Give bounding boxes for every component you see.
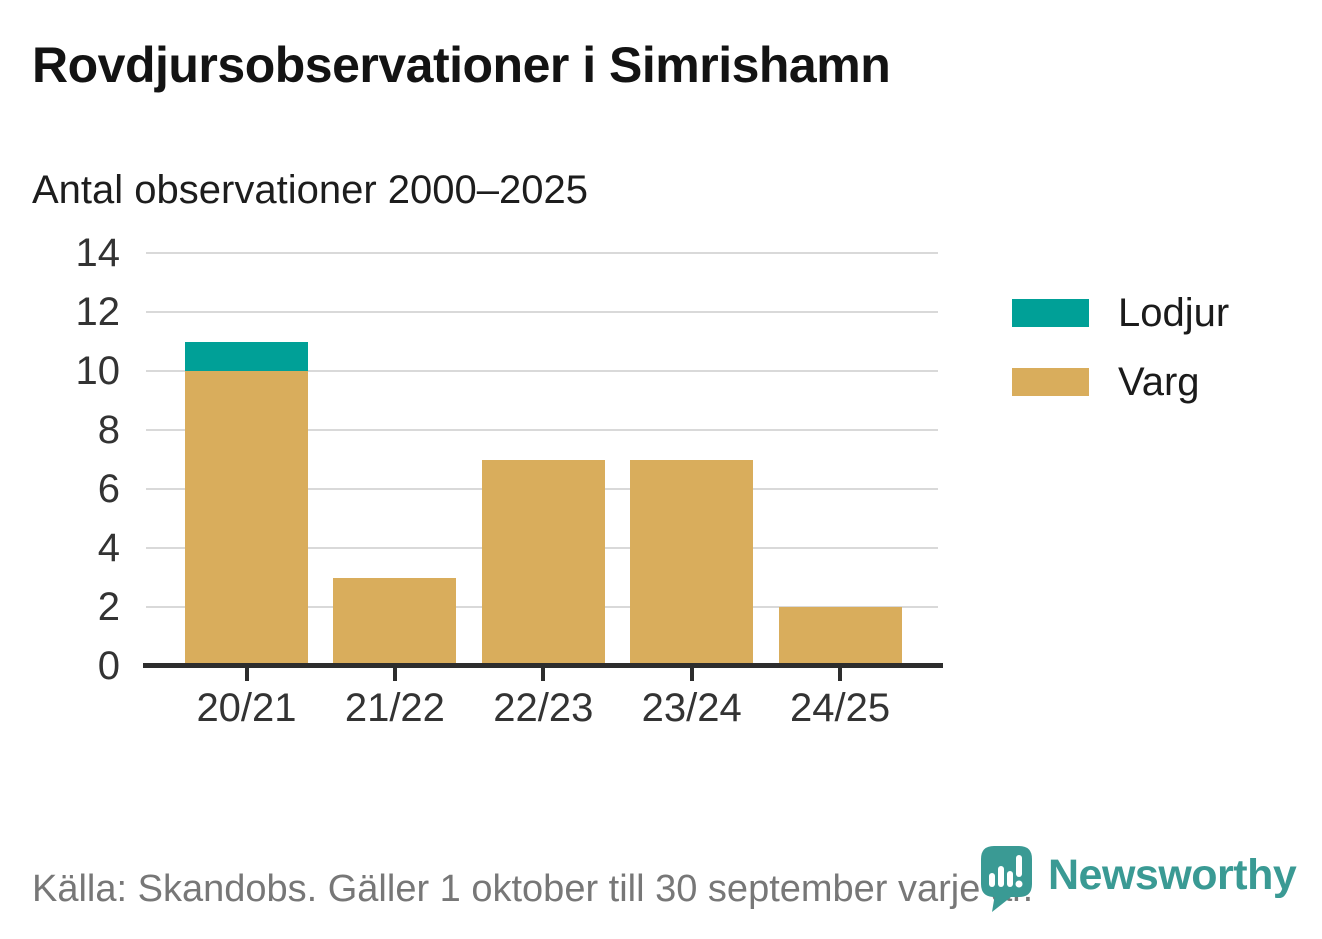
legend-swatch-varg xyxy=(1012,368,1089,396)
x-tick-mark xyxy=(838,668,843,681)
bar-segment-varg xyxy=(333,577,457,666)
y-tick-label: 8 xyxy=(97,408,120,452)
newsworthy-logo: Newsworthy xyxy=(981,846,1297,912)
y-tick-label: 10 xyxy=(75,349,121,393)
legend-label-lodjur: Lodjur xyxy=(1118,291,1230,335)
newsworthy-icon xyxy=(981,846,1032,912)
legend: Lodjur Varg xyxy=(1012,293,1229,402)
bar-segment-varg xyxy=(481,459,605,666)
bar-segment-varg xyxy=(630,459,754,666)
bar-segment-varg xyxy=(185,371,308,666)
x-tick-label: 24/25 xyxy=(790,686,891,730)
x-tick-label: 21/22 xyxy=(344,686,445,730)
x-tick-label: 22/23 xyxy=(493,686,594,730)
x-tick-label: 20/21 xyxy=(196,686,297,730)
x-tick-label: 23/24 xyxy=(641,686,742,730)
chart-subtitle: Antal observationer 2000–2025 xyxy=(32,168,588,212)
y-tick-label: 12 xyxy=(75,290,121,334)
legend-label-varg: Varg xyxy=(1118,360,1200,404)
source-note: Källa: Skandobs. Gäller 1 oktober till 3… xyxy=(32,868,1034,910)
bar-segment-varg xyxy=(778,607,902,666)
y-tick-label: 14 xyxy=(75,231,121,275)
x-tick-mark xyxy=(541,668,546,681)
legend-item-varg: Varg xyxy=(1012,362,1229,402)
plot-area xyxy=(143,252,943,681)
gridline xyxy=(146,370,938,372)
newsworthy-wordmark: Newsworthy xyxy=(1048,851,1297,899)
gridline xyxy=(146,311,938,313)
y-tick-label: 0 xyxy=(97,644,120,688)
x-axis-line xyxy=(143,663,943,668)
chart-title: Rovdjursobservationer i Simrishamn xyxy=(32,37,891,93)
legend-item-lodjur: Lodjur xyxy=(1012,293,1229,333)
legend-swatch-lodjur xyxy=(1012,299,1089,327)
bar-segment-lodjur xyxy=(185,341,308,371)
x-tick-mark xyxy=(689,668,694,681)
y-tick-label: 4 xyxy=(97,526,120,570)
y-tick-label: 6 xyxy=(97,467,120,511)
x-tick-mark xyxy=(392,668,397,681)
x-tick-mark xyxy=(244,668,249,681)
y-tick-label: 2 xyxy=(97,585,120,629)
gridline xyxy=(146,429,938,431)
gridline xyxy=(146,252,938,254)
